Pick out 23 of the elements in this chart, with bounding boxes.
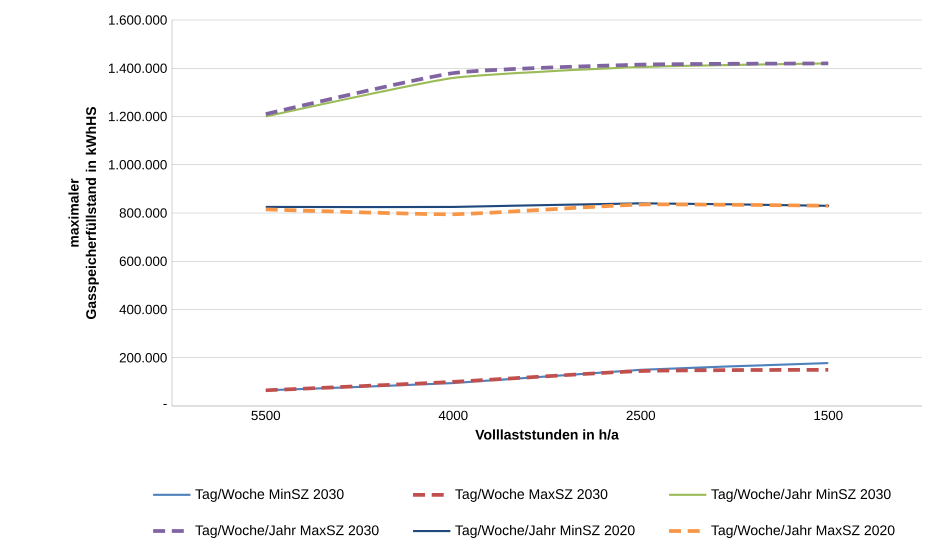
y-tick-label: 1.200.000 [109,112,167,122]
line-series [264,368,830,392]
y-tick-label: 800.000 [120,208,167,218]
legend-label: Tag/Woche/Jahr MaxSZ 2030 [195,524,379,538]
y-tick-label: 200.000 [120,353,167,362]
x-tick-label: 5500 [251,410,280,420]
y-tick-label: 1.600.000 [109,15,167,25]
legend-label: Tag/Woche MaxSZ 2030 [455,488,608,502]
legend-label: Tag/Woche/Jahr MaxSZ 2020 [711,524,894,538]
y-tick-label: - [163,404,167,405]
y-tick-label: 1.000.000 [109,160,167,170]
x-axis-title: Volllaststunden in h/a [475,429,619,440]
x-tick-label: 4000 [438,410,468,420]
y-tick-label: 400.000 [119,304,167,314]
y-tick-label: 1.400.000 [109,64,167,73]
line-series [264,202,830,216]
y-axis-title: maximaler Gasspeicherfüllstand in kWhHS [68,106,99,320]
y-tick-label: 600.000 [120,256,167,266]
legend-label: Tag/Woche/Jahr MinSZ 2020 [455,524,635,538]
legend-label: Tag/Woche MinSZ 2030 [195,488,344,502]
legend-label: Tag/Woche/Jahr MinSZ 2030 [711,488,891,502]
x-tick-label: 2500 [626,410,656,420]
x-tick-label: 1500 [814,410,843,420]
